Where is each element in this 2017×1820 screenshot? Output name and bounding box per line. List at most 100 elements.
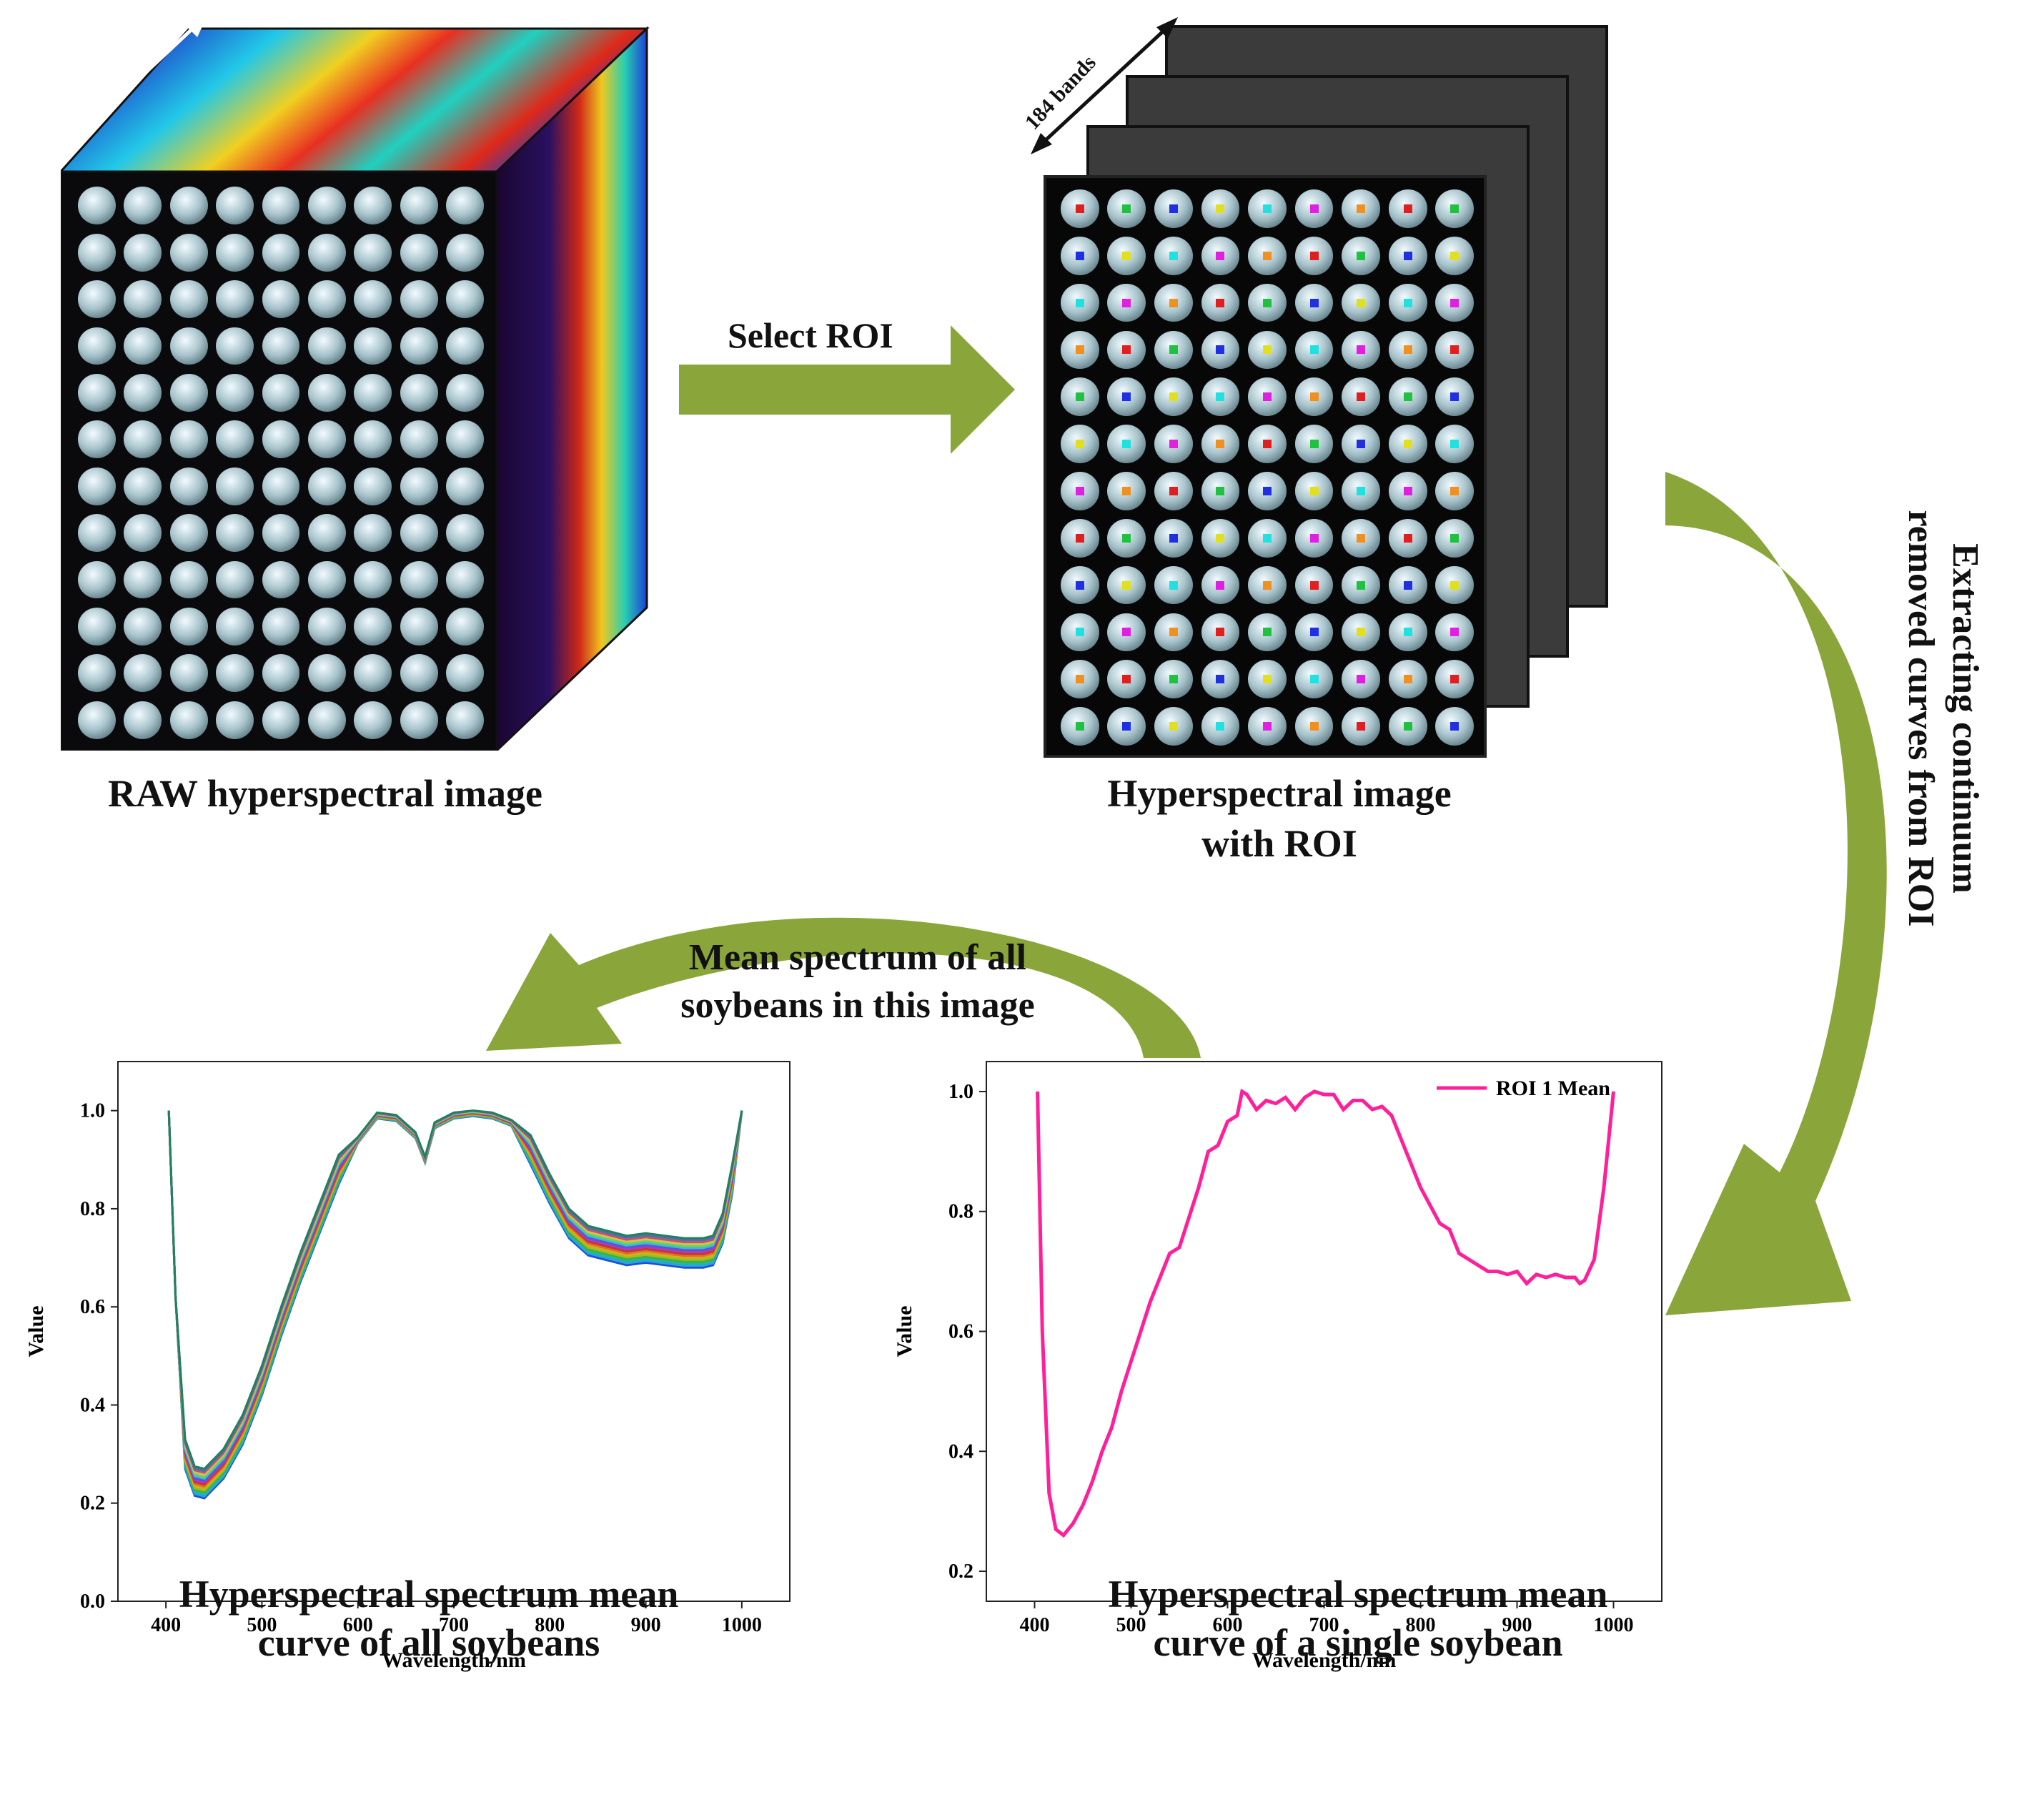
roi-marker	[1216, 298, 1225, 307]
soybean-seed	[124, 654, 162, 693]
roi-marker	[1309, 675, 1319, 684]
x-tick-label: 500	[1116, 1614, 1146, 1636]
roi-marker	[1309, 345, 1319, 355]
soybean-seed	[308, 514, 346, 553]
series-line	[167, 1110, 743, 1480]
soybean-seed	[446, 187, 485, 225]
soybean-seed	[1248, 613, 1287, 652]
y-tick-label: 0.2	[948, 1561, 973, 1583]
soybean-seed	[1435, 707, 1475, 746]
series-line	[167, 1110, 743, 1484]
soybean-seed	[1342, 377, 1380, 417]
soybean-seed	[1294, 236, 1334, 275]
roi-marker	[1216, 345, 1225, 355]
soybean-seed	[1342, 425, 1380, 463]
soybean-seed	[1107, 518, 1146, 558]
soybean-seed	[1154, 613, 1193, 652]
roi-marker	[1169, 204, 1178, 213]
soybean-seed	[1248, 377, 1287, 417]
roi-marker	[1357, 345, 1366, 355]
roi-marker	[1262, 675, 1272, 684]
soybean-seed	[124, 233, 162, 272]
soybean-seed	[262, 280, 300, 318]
soybean-seed	[124, 467, 162, 505]
roi-marker	[1403, 675, 1412, 684]
soybean-seed	[1154, 425, 1193, 463]
roi-marker	[1357, 533, 1366, 543]
x-tick-label: 900	[1502, 1614, 1532, 1636]
y-axis-label: Value	[893, 1305, 916, 1357]
roi-marker	[1216, 722, 1225, 731]
x-tick-label: 800	[535, 1614, 565, 1636]
soybean-seed	[1248, 330, 1287, 370]
roi-marker	[1403, 533, 1412, 543]
roi-marker	[1075, 345, 1084, 355]
soybean-seed	[400, 327, 438, 365]
soybean-seed	[1201, 377, 1240, 417]
roi-marker	[1357, 204, 1366, 213]
roi-marker	[1122, 533, 1131, 543]
soybean-seed	[1248, 189, 1287, 228]
raw-seed-grid	[74, 182, 488, 743]
soybean-seed	[1201, 283, 1240, 322]
roi-marker	[1450, 533, 1460, 543]
soybean-seed	[262, 420, 300, 459]
soybean-seed	[1060, 330, 1099, 370]
y-tick-label: 0.4	[80, 1394, 105, 1416]
soybean-seed	[1154, 189, 1193, 228]
roi-marker	[1075, 675, 1084, 684]
roi-marker	[1309, 486, 1319, 495]
soybean-seed	[400, 373, 438, 412]
all-soybeans-chart: 400 500 600 700 800 900 1000 0.0 0.2 0.4 0.6 0.8 1.0…	[24, 1061, 791, 1672]
soybean-seed	[1154, 565, 1193, 605]
series-line	[167, 1109, 743, 1474]
soybean-seed	[308, 233, 346, 272]
soybean-seed	[1388, 377, 1427, 417]
soybean-seed	[354, 560, 392, 599]
soybean-seed	[1342, 613, 1380, 652]
soybean-seed	[1107, 330, 1146, 370]
x-tick-label: 400	[1020, 1614, 1050, 1636]
soybean-seed	[216, 280, 254, 318]
soybean-seed	[1294, 660, 1334, 699]
soybean-seed	[124, 514, 162, 553]
roi-marker	[1309, 533, 1319, 543]
soybean-seed	[262, 560, 300, 599]
soybean-seed	[1248, 236, 1287, 275]
soybean-seed	[1435, 565, 1475, 605]
y-tick-label: 0.2	[80, 1493, 105, 1515]
soybean-seed	[1154, 472, 1193, 510]
roi-marker	[1075, 580, 1084, 590]
soybean-seed	[1294, 472, 1334, 510]
roi-marker	[1122, 392, 1131, 402]
soybean-seed	[77, 608, 116, 646]
roi-marker	[1075, 628, 1084, 637]
roi-marker	[1262, 722, 1272, 731]
soybean-seed	[1060, 283, 1099, 322]
extract-label-line2: removed curves from ROI	[1900, 510, 1941, 927]
soybean-seed	[308, 420, 346, 459]
roi-marker	[1309, 440, 1319, 449]
soybean-seed	[1201, 660, 1240, 699]
roi-marker	[1169, 675, 1178, 684]
roi-marker	[1169, 722, 1178, 731]
soybean-seed	[169, 701, 208, 739]
roi-marker	[1075, 486, 1084, 495]
soybean-seed	[124, 327, 162, 365]
soybean-seed	[1294, 377, 1334, 417]
soybean-seed	[446, 327, 485, 365]
soybean-seed	[1388, 565, 1427, 605]
roi-marker	[1122, 486, 1131, 495]
soybean-seed	[1388, 283, 1427, 322]
soybean-seed	[400, 280, 438, 318]
roi-marker	[1403, 392, 1412, 402]
soybean-seed	[1435, 377, 1475, 417]
soybean-seed	[1342, 660, 1380, 699]
roi-marker	[1122, 204, 1131, 213]
roi-marker	[1075, 440, 1084, 449]
soybean-seed	[1248, 283, 1287, 322]
soybean-seed	[216, 373, 254, 412]
soybean-seed	[1342, 189, 1380, 228]
soybean-seed	[1154, 707, 1193, 746]
extract-curved-arrow	[1665, 472, 1887, 1315]
